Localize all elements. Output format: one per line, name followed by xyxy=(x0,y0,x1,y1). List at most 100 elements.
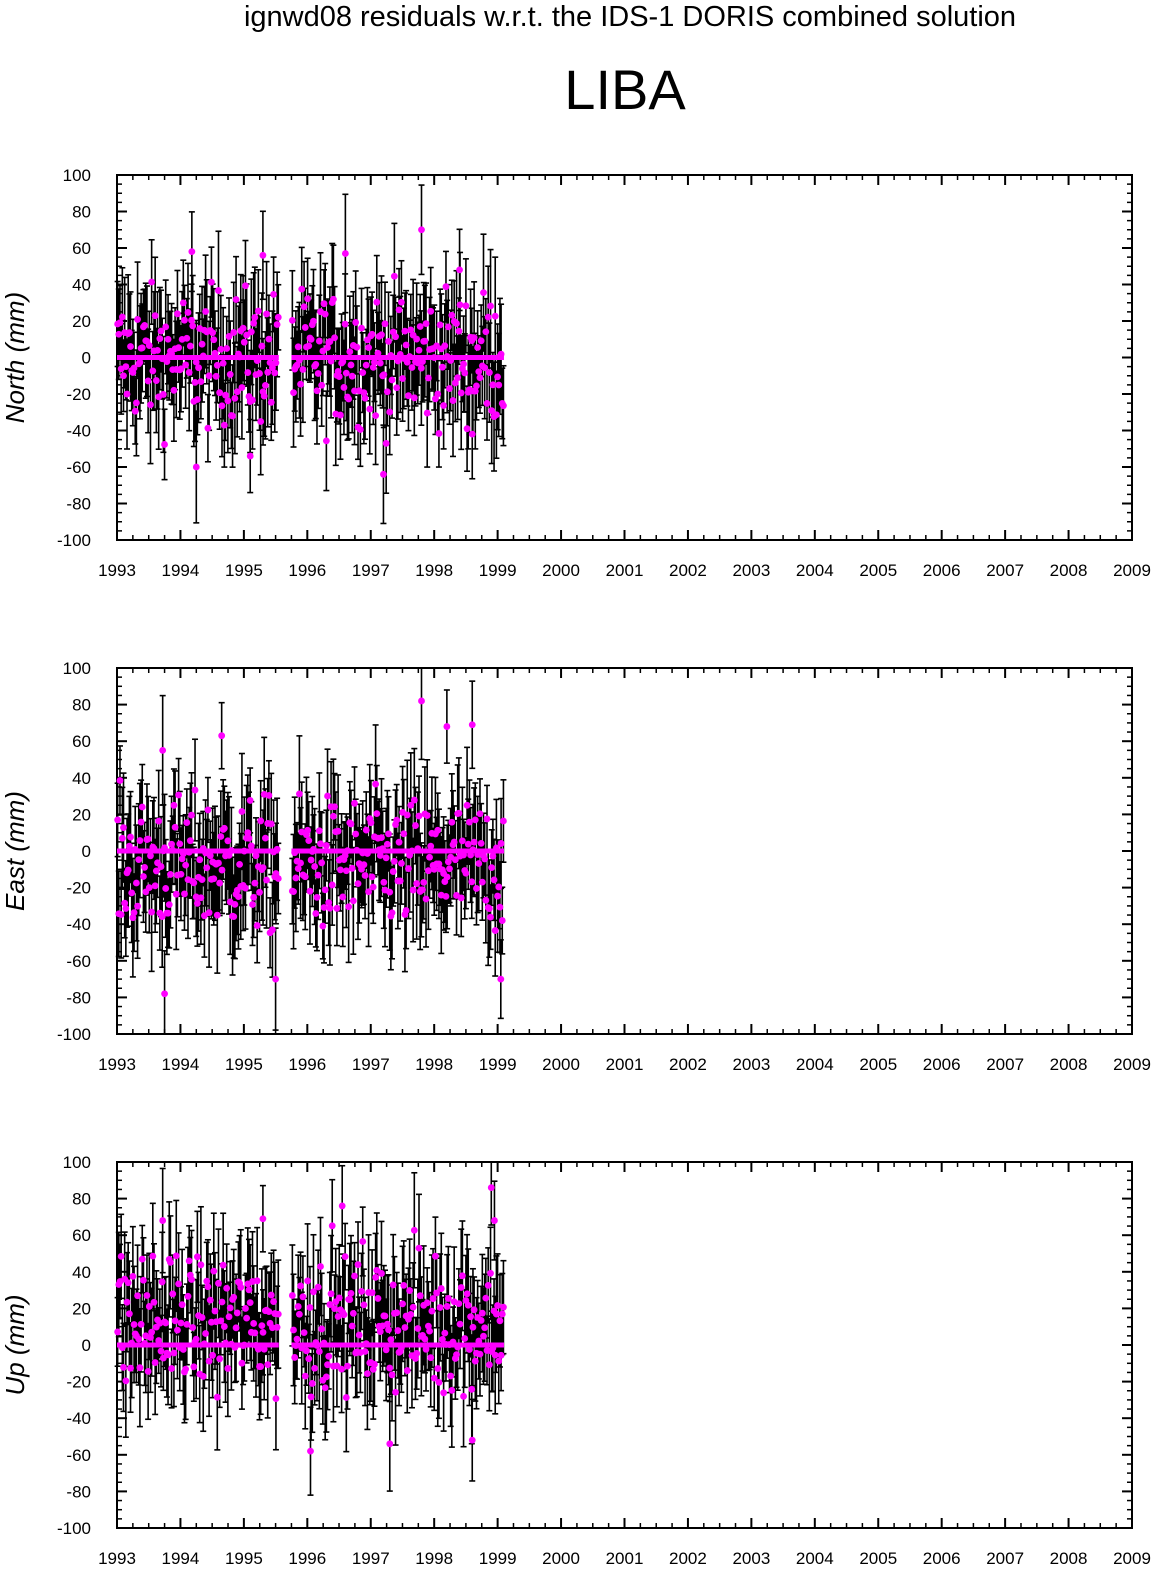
data-point xyxy=(161,990,168,998)
data-point xyxy=(179,299,187,307)
data-point xyxy=(331,334,338,342)
data-point xyxy=(188,248,196,256)
data-point xyxy=(134,902,141,910)
data-point xyxy=(246,1299,254,1307)
data-point xyxy=(183,819,191,827)
data-point xyxy=(291,1354,299,1361)
data-point xyxy=(198,876,206,884)
data-point xyxy=(127,833,134,841)
data-point xyxy=(140,1276,147,1284)
data-point xyxy=(226,371,234,378)
data-point xyxy=(172,1252,180,1260)
x-tick-label: 2008 xyxy=(1050,561,1088,580)
data-point xyxy=(274,875,282,882)
data-point xyxy=(364,1370,371,1378)
data-point xyxy=(443,723,451,730)
data-point xyxy=(132,879,140,887)
data-point xyxy=(478,878,486,886)
data-point xyxy=(491,312,499,320)
data-point xyxy=(458,1272,466,1280)
x-tick-label: 2004 xyxy=(796,561,834,580)
x-tick-label: 2000 xyxy=(542,561,580,580)
data-point xyxy=(419,886,426,894)
data-point xyxy=(494,892,501,900)
data-point xyxy=(399,1300,406,1308)
data-point xyxy=(403,1367,411,1374)
data-point xyxy=(338,1202,346,1210)
data-point xyxy=(305,342,313,350)
data-point xyxy=(457,1284,465,1291)
x-tick-label: 1993 xyxy=(98,1055,136,1074)
data-point xyxy=(380,371,388,379)
data-point xyxy=(395,838,403,846)
data-point xyxy=(326,338,334,345)
data-point xyxy=(385,1326,392,1334)
data-point xyxy=(149,367,157,375)
data-point xyxy=(155,817,163,825)
data-point xyxy=(182,861,190,869)
data-point xyxy=(362,361,370,369)
data-point xyxy=(443,873,451,881)
data-point xyxy=(381,1312,389,1320)
data-point xyxy=(360,1301,368,1309)
y-tick-label: -80 xyxy=(66,1482,91,1501)
data-point xyxy=(181,316,188,324)
data-point xyxy=(125,842,133,850)
data-point xyxy=(148,1328,156,1336)
data-point xyxy=(322,437,330,445)
data-point xyxy=(175,344,183,352)
data-point xyxy=(414,1325,422,1332)
data-point xyxy=(219,359,227,367)
data-point xyxy=(386,1364,394,1372)
data-point xyxy=(410,394,418,402)
data-point xyxy=(170,1349,178,1357)
x-tick-label: 2008 xyxy=(1050,1055,1088,1074)
data-point xyxy=(451,856,459,864)
data-point xyxy=(331,1305,338,1312)
data-point xyxy=(421,337,429,345)
data-point xyxy=(242,282,249,290)
data-point xyxy=(347,361,355,369)
data-point xyxy=(351,799,358,807)
data-point xyxy=(152,867,160,875)
data-point xyxy=(177,870,185,878)
data-point xyxy=(246,452,254,460)
data-point xyxy=(149,1252,157,1260)
data-point xyxy=(206,1296,214,1304)
data-point xyxy=(442,892,450,900)
data-point xyxy=(393,816,401,824)
data-point xyxy=(144,1367,152,1375)
data-point xyxy=(427,307,435,315)
data-point xyxy=(305,1355,313,1363)
data-point xyxy=(491,1217,498,1224)
data-point xyxy=(202,1330,209,1337)
data-point xyxy=(444,1295,452,1302)
y-tick-label: 80 xyxy=(72,1190,91,1209)
data-point xyxy=(484,1281,492,1289)
data-point xyxy=(206,852,214,860)
data-point xyxy=(164,909,172,917)
data-point xyxy=(301,873,309,881)
x-tick-label: 2004 xyxy=(796,1549,834,1568)
data-point xyxy=(265,791,273,799)
data-point xyxy=(481,364,489,372)
data-point xyxy=(188,1276,195,1283)
data-point xyxy=(115,330,123,338)
x-tick-label: 2007 xyxy=(986,1055,1024,1074)
data-point xyxy=(141,322,149,329)
data-point xyxy=(135,1335,143,1343)
data-point xyxy=(436,321,444,329)
data-point xyxy=(224,1365,232,1372)
data-point xyxy=(116,319,124,327)
data-point xyxy=(215,287,222,294)
data-point xyxy=(380,878,388,886)
y-axis-label: North (mm) xyxy=(0,292,30,423)
x-tick-label: 2005 xyxy=(859,561,897,580)
data-point xyxy=(151,882,159,890)
data-point xyxy=(373,810,381,818)
data-point xyxy=(437,1285,445,1292)
x-tick-label: 1998 xyxy=(415,1549,453,1568)
data-point xyxy=(405,392,412,400)
data-point xyxy=(434,390,442,398)
data-point xyxy=(270,290,277,298)
